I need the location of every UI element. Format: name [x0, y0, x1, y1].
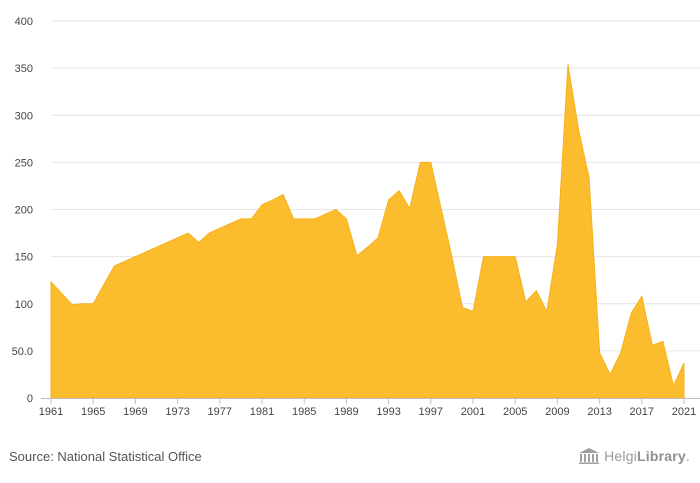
x-tick-label: 1973 [165, 406, 189, 418]
y-tick-label: 300 [15, 110, 33, 122]
x-tick-label: 2013 [587, 406, 611, 418]
x-tick-label: 1961 [39, 406, 63, 418]
brand-name: HelgiLibrary. [604, 448, 690, 464]
y-tick-label: 50.0 [12, 346, 33, 358]
y-tick-label: 0 [27, 393, 33, 405]
x-tick-label: 1981 [250, 406, 274, 418]
x-tick-label: 2021 [672, 406, 696, 418]
brand-name-regular: Helgi [604, 448, 638, 464]
x-tick-label: 1969 [123, 406, 147, 418]
series-layer [50, 64, 685, 399]
x-tick-label: 1965 [81, 406, 105, 418]
area-chart: 0 50.0 100 150 200 250 300 350 400 1961 1965 1969 19… [12, 16, 700, 418]
x-tick-label: 2009 [545, 406, 569, 418]
x-tick-label: 2005 [503, 406, 527, 418]
axes: 0 50.0 100 150 200 250 300 350 400 1961 1965 1969 19… [12, 16, 700, 418]
series-area [50, 64, 685, 399]
x-tick-label: 1977 [208, 406, 232, 418]
x-tick-label: 1985 [292, 406, 316, 418]
x-tick-label: 2017 [630, 406, 654, 418]
x-tick-label: 1997 [419, 406, 443, 418]
y-tick-label: 400 [15, 16, 33, 28]
y-tick-label: 350 [15, 63, 33, 75]
x-tick-label: 2001 [461, 406, 485, 418]
y-tick-label: 200 [15, 205, 33, 217]
y-tick-label: 150 [15, 252, 33, 264]
brand-name-bold: Library [637, 448, 686, 464]
source-note: Source: National Statistical Office [9, 449, 202, 464]
x-tick-label: 1993 [376, 406, 400, 418]
x-tick-label: 1989 [334, 406, 358, 418]
y-tick-label: 250 [15, 157, 33, 169]
brand-logo[interactable]: HelgiLibrary. [578, 447, 690, 465]
y-tick-label: 100 [15, 299, 33, 311]
brand-name-suffix: . [685, 448, 690, 464]
library-columns-icon [579, 448, 600, 464]
